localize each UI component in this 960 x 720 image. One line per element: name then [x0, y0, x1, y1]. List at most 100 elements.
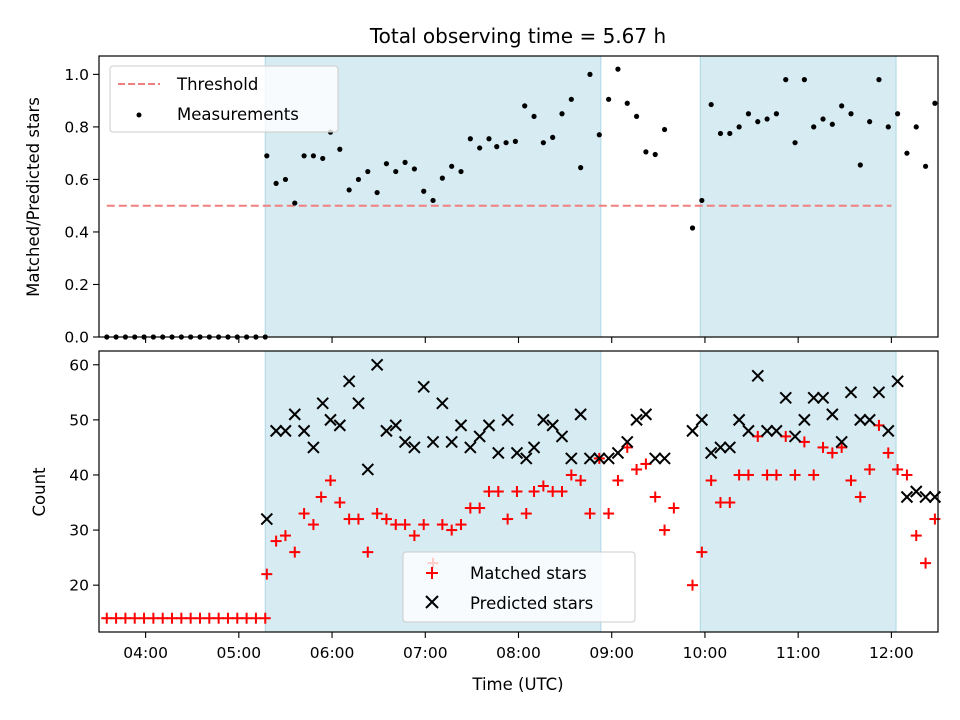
- measurement-point: [801, 77, 807, 83]
- predicted-star-point: [704, 446, 718, 460]
- measurement-point: [292, 200, 298, 206]
- measurement-point: [633, 113, 640, 120]
- predicted-star-point: [807, 391, 820, 405]
- legend-matched-label: Matched stars: [470, 564, 587, 583]
- bottom-y-ticks: 20 30 40 50 60: [69, 356, 99, 595]
- measurement-point: [310, 153, 317, 159]
- measurement-point: [689, 225, 696, 231]
- matched-star-point: [418, 519, 430, 531]
- matched-star-point: [455, 519, 467, 531]
- x-tick-label: 12:00: [869, 644, 914, 662]
- matched-star-point: [901, 469, 913, 481]
- predicted-star-point: [658, 452, 671, 465]
- matched-star-point: [185, 612, 197, 624]
- measurement-point: [624, 100, 630, 106]
- x-axis-label: Time (UTC): [471, 675, 563, 694]
- predicted-star-point: [621, 435, 634, 449]
- matched-star-point: [547, 486, 559, 497]
- matched-star-point: [483, 486, 495, 497]
- matched-star-point: [250, 612, 262, 624]
- matched-star-point: [808, 469, 820, 481]
- predicted-star-point: [630, 413, 643, 427]
- matched-star-point: [826, 447, 838, 459]
- measurement-point: [848, 111, 854, 117]
- measurement-point: [932, 100, 938, 106]
- legend-predicted-label: Predicted stars: [470, 594, 593, 613]
- matched-star-point: [575, 474, 587, 486]
- predicted-star-point: [826, 408, 839, 421]
- matched-star-point: [714, 497, 726, 509]
- predicted-star-point: [537, 413, 550, 427]
- predicted-star-point: [370, 358, 384, 371]
- bottom-panel-counts: 20 30 40 50 60 04:00 05:00 06:00 07:00 08:00 09:0…: [30, 350, 942, 694]
- measurement-point: [922, 163, 929, 169]
- predicted-star-point: [269, 424, 283, 438]
- measurement-point: [512, 138, 518, 144]
- predicted-star-point: [398, 435, 412, 449]
- matched-star-point: [213, 612, 225, 624]
- matched-star-point: [315, 491, 327, 503]
- measurement-point: [374, 189, 380, 196]
- predicted-star-point: [816, 391, 830, 405]
- predicted-star-point: [742, 424, 755, 438]
- matched-star-point: [138, 612, 150, 624]
- matched-star-point: [659, 524, 671, 536]
- matched-star-point: [520, 508, 532, 520]
- matched-star-point: [649, 491, 661, 503]
- matched-star-point: [873, 419, 885, 431]
- matched-star-point: [836, 441, 848, 453]
- legend-measurement-swatch: [136, 112, 142, 118]
- measurement-point: [264, 153, 270, 159]
- measurement-point: [494, 144, 500, 150]
- measurement-point: [857, 162, 863, 168]
- matched-star-point: [259, 612, 271, 624]
- matched-star-point: [668, 502, 680, 514]
- top-legend-box: [109, 65, 339, 133]
- predicted-star-point: [324, 413, 337, 427]
- predicted-star-point: [844, 386, 858, 399]
- measurement-point: [430, 197, 436, 204]
- measurement-point: [301, 153, 307, 159]
- measurement-point: [867, 119, 873, 125]
- matched-star-point: [528, 486, 540, 497]
- x-tick-label: 09:00: [589, 644, 634, 662]
- predicted-star-point: [445, 435, 458, 449]
- matched-star-point: [129, 612, 141, 624]
- measurement-point: [727, 130, 733, 137]
- matched-star-point: [864, 463, 876, 475]
- measurement-point: [337, 146, 343, 152]
- matched-star-point: [101, 612, 113, 624]
- predicted-star-point: [546, 419, 559, 432]
- matched-star-point: [640, 458, 652, 470]
- matched-star-point: [380, 513, 392, 525]
- matched-star-point: [537, 480, 549, 492]
- predicted-star-point: [882, 424, 895, 438]
- top-y-ticks: 0.0 0.2 0.4 0.6 0.8 1.0: [64, 66, 99, 347]
- matched-star-point: [371, 508, 383, 520]
- predicted-star-point: [501, 413, 514, 427]
- measurement-point: [811, 124, 817, 130]
- measurement-point: [540, 140, 546, 146]
- measurement-point: [393, 168, 399, 175]
- predicted-star-point: [555, 430, 569, 443]
- measurement-point: [615, 66, 621, 72]
- matched-star-point: [780, 430, 792, 442]
- measurement-point: [755, 119, 761, 125]
- measurement-point: [773, 111, 780, 117]
- shaded-interval-2: [699, 55, 897, 338]
- matched-star-point: [742, 469, 754, 481]
- predicted-star-point: [454, 419, 468, 432]
- matched-star-point: [261, 568, 273, 580]
- matched-star-point: [325, 474, 337, 486]
- matched-star-point: [798, 436, 810, 448]
- top-y-axis-label: Matched/Predicted stars: [24, 97, 43, 297]
- measurement-point: [876, 77, 882, 83]
- legend-matched-swatch: [426, 567, 438, 579]
- bottom-legend-box: [402, 551, 636, 623]
- matched-star-point: [279, 530, 291, 542]
- measurement-point: [736, 124, 742, 130]
- matched-star-point: [511, 486, 523, 497]
- predicted-star-point: [751, 369, 764, 383]
- y-tick-label: 0.4: [64, 223, 89, 241]
- matched-star-point: [705, 474, 717, 486]
